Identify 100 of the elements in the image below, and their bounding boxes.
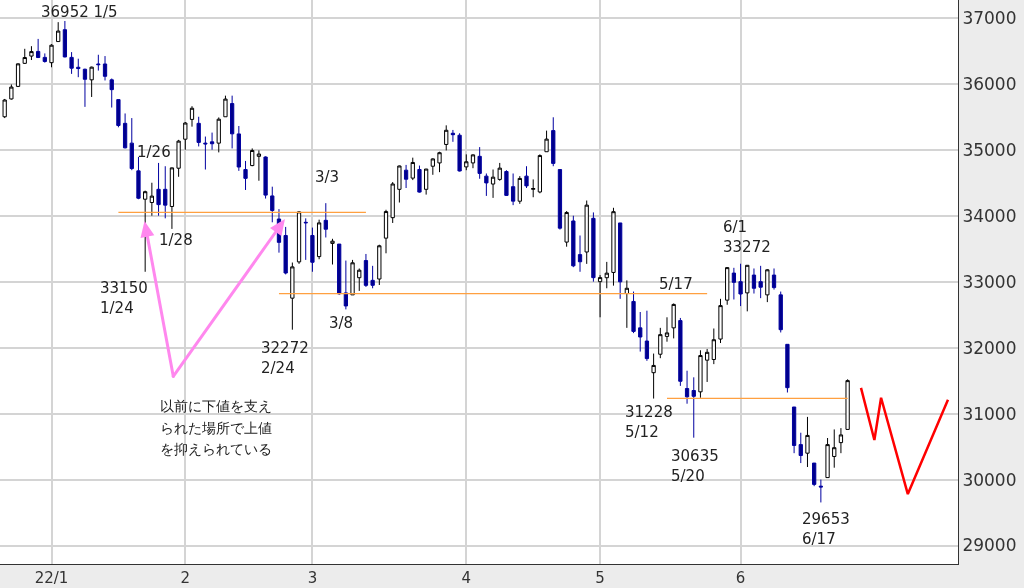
y-tick-label: 32000 (962, 337, 1017, 358)
candlestick (591, 211, 596, 283)
y-tick-label: 37000 (962, 7, 1017, 28)
candlestick (424, 168, 429, 196)
candlestick (403, 164, 409, 189)
candlestick (69, 51, 74, 75)
candlestick (29, 45, 34, 61)
candlestick (778, 291, 783, 333)
candlestick (183, 121, 188, 151)
candlestick (156, 162, 161, 217)
candlestick (751, 267, 757, 295)
candlestick (22, 48, 27, 65)
y-tick-label: 36000 (962, 73, 1017, 94)
candlestick (611, 207, 616, 287)
candlestick (122, 112, 128, 149)
candlestick (557, 169, 563, 231)
candlestick (818, 479, 823, 503)
candlestick (825, 437, 830, 479)
candlestick (290, 262, 295, 331)
candlestick (116, 99, 121, 128)
candlestick (684, 370, 690, 405)
candlestick (765, 268, 770, 303)
candlestick (798, 432, 803, 464)
annotation: 36952 1/5 (41, 3, 118, 21)
candlestick (96, 54, 101, 72)
candlestick (417, 165, 422, 194)
candlestick (129, 117, 134, 171)
candlestick (551, 116, 556, 167)
candlestick (76, 58, 81, 78)
candlestick (758, 265, 763, 299)
candlestick (664, 316, 670, 343)
candlestick (504, 169, 509, 197)
candlestick (163, 165, 168, 219)
candlestick (35, 38, 41, 59)
y-tick-label: 30000 (962, 469, 1017, 490)
candlestick (316, 219, 322, 260)
candlestick (370, 265, 375, 289)
candlestick (216, 116, 221, 153)
candlestick (263, 155, 268, 200)
annotation: 以前に下値を支えられた場所で上値を抑えられている (160, 397, 273, 460)
candlestick (283, 226, 288, 275)
candlestick (323, 202, 328, 238)
candlestick (89, 66, 94, 98)
candlestick (430, 157, 435, 176)
candlestick (510, 172, 516, 206)
candlestick (383, 209, 389, 254)
candlestick (189, 105, 195, 128)
candlestick (149, 182, 154, 217)
y-tick-label: 31000 (962, 403, 1017, 424)
x-tick-label: 22/1 (34, 569, 69, 587)
candlestick (631, 291, 636, 334)
annotation: 31228 5/12 (625, 403, 673, 441)
candlestick (711, 328, 716, 365)
candlestick (250, 147, 255, 167)
candlestick (296, 210, 302, 265)
annotation: 6/1 33272 (723, 218, 771, 256)
x-tick-label: 2 (180, 569, 191, 587)
x-tick-label: 6 (735, 569, 746, 587)
candlestick (738, 263, 743, 307)
candlestick (845, 378, 850, 430)
candlestick (658, 327, 663, 359)
candlestick (363, 253, 369, 288)
candlestick (337, 243, 342, 296)
candlestick (497, 162, 502, 182)
annotation: 32272 2/24 (261, 339, 309, 377)
y-tick-label: 29000 (962, 535, 1017, 556)
candlestick (785, 343, 790, 393)
candlestick (410, 157, 415, 181)
annotation: 1/26 (137, 143, 171, 161)
annotation: 1/28 (159, 231, 193, 249)
candlestick (350, 259, 355, 296)
candlestick (624, 279, 629, 329)
candlestick (537, 153, 543, 194)
candlestick (357, 267, 362, 292)
candlestick (745, 264, 750, 312)
candlestick (397, 165, 402, 204)
candlestick (109, 78, 114, 109)
candlestick (230, 95, 235, 149)
candlestick (464, 153, 469, 171)
candlestick (604, 261, 609, 289)
candlestick (270, 186, 275, 223)
candlestick (196, 116, 201, 147)
candlestick (832, 428, 837, 469)
candlestick (330, 238, 335, 266)
candlestick (524, 165, 529, 189)
candlestick (444, 124, 449, 151)
candlestick (209, 132, 215, 151)
candlestick (725, 266, 730, 306)
candlestick (82, 68, 88, 108)
y-tick-label: 33000 (962, 271, 1017, 292)
candlestick (450, 129, 456, 143)
candlestick (731, 267, 737, 300)
candlestick (102, 55, 108, 81)
candlestick (169, 167, 175, 230)
candlestick (838, 427, 844, 454)
annotation: 33150 1/24 (100, 279, 148, 317)
candlestick (544, 130, 549, 153)
candlestick (698, 349, 703, 399)
candlestick (718, 298, 723, 344)
candlestick (791, 406, 797, 454)
